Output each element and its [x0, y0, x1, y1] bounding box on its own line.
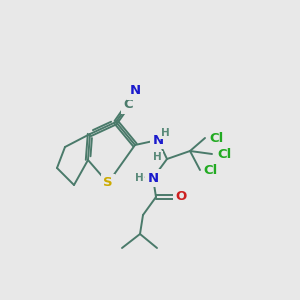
Text: S: S: [103, 176, 113, 190]
Text: -: -: [143, 172, 149, 184]
Text: H: H: [160, 128, 169, 138]
Text: Cl: Cl: [210, 131, 224, 145]
Text: O: O: [176, 190, 187, 203]
Text: C: C: [123, 98, 133, 112]
Text: H: H: [153, 152, 161, 162]
Text: N: N: [147, 172, 159, 184]
Text: H: H: [135, 173, 143, 183]
Text: Cl: Cl: [218, 148, 232, 160]
Text: Cl: Cl: [204, 164, 218, 176]
Text: N: N: [129, 85, 141, 98]
Text: N: N: [152, 134, 164, 146]
